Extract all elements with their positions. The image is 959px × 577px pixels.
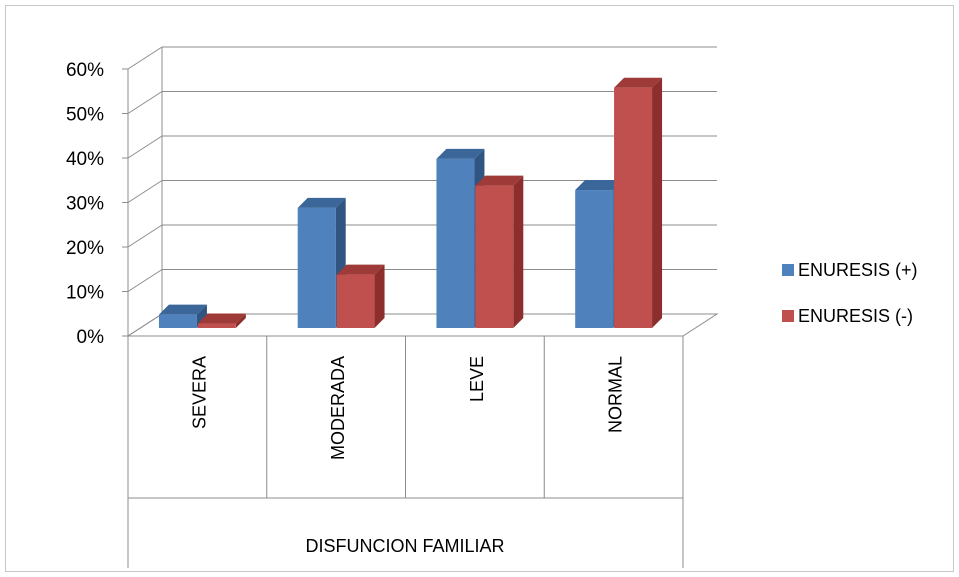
bar-top	[614, 77, 663, 88]
bar-front	[436, 158, 475, 328]
category-label: NORMAL	[606, 356, 626, 433]
bar	[336, 264, 385, 328]
bar	[158, 304, 207, 328]
bar-top	[575, 180, 624, 191]
gridline-side	[127, 135, 163, 159]
legend: ENURESIS (+) ENURESIS (-)	[782, 260, 918, 326]
legend-label: ENURESIS (-)	[798, 306, 913, 326]
y-tick-label: 60%	[66, 60, 104, 81]
bar-top	[475, 175, 524, 186]
gridline-side	[127, 91, 163, 114]
gridline-side	[127, 224, 163, 248]
bar-top	[297, 197, 346, 208]
y-tick-label: 30%	[66, 194, 104, 215]
category-label: LEVE	[467, 356, 487, 402]
bar-side	[374, 264, 385, 328]
bar-top	[158, 304, 207, 315]
bar-front	[475, 185, 514, 328]
bar	[614, 77, 663, 328]
bar-front	[158, 314, 197, 328]
legend-swatch	[782, 264, 794, 276]
bars	[158, 77, 663, 328]
bar-top	[436, 148, 485, 159]
gridline-side	[127, 269, 163, 292]
legend-item: ENURESIS (+)	[782, 260, 918, 280]
y-axis: 0% 10% 20% 30% 40% 50% 60%	[66, 60, 128, 348]
floor	[126, 313, 719, 337]
y-tick-label: 0%	[77, 327, 105, 348]
y-tick-label: 10%	[66, 283, 104, 304]
bar	[475, 175, 524, 328]
bar-front	[297, 207, 336, 328]
bar-front	[614, 87, 653, 328]
gridline-side	[127, 180, 163, 203]
bar-side	[235, 313, 246, 328]
bar-side	[513, 175, 524, 328]
bar-front	[336, 274, 375, 328]
gridline-side	[127, 46, 163, 70]
legend-item: ENURESIS (-)	[782, 306, 913, 326]
bar-top	[197, 313, 246, 324]
bar-front	[575, 190, 614, 328]
y-tick-label: 50%	[66, 105, 104, 126]
x-axis: DISFUNCION FAMILIAR SEVERA MODERADA LEVE NO…	[127, 336, 684, 568]
category-group-label: DISFUNCION FAMILIAR	[305, 536, 504, 556]
bar-side	[652, 77, 663, 328]
bar	[197, 313, 246, 328]
y-tick-label: 40%	[66, 149, 104, 170]
legend-swatch	[782, 310, 794, 322]
bar-top	[336, 264, 385, 275]
bar-front	[197, 323, 236, 328]
category-label: SEVERA	[189, 356, 209, 429]
category-label: MODERADA	[328, 356, 348, 460]
legend-label: ENURESIS (+)	[798, 260, 918, 280]
y-tick-label: 20%	[66, 238, 104, 259]
